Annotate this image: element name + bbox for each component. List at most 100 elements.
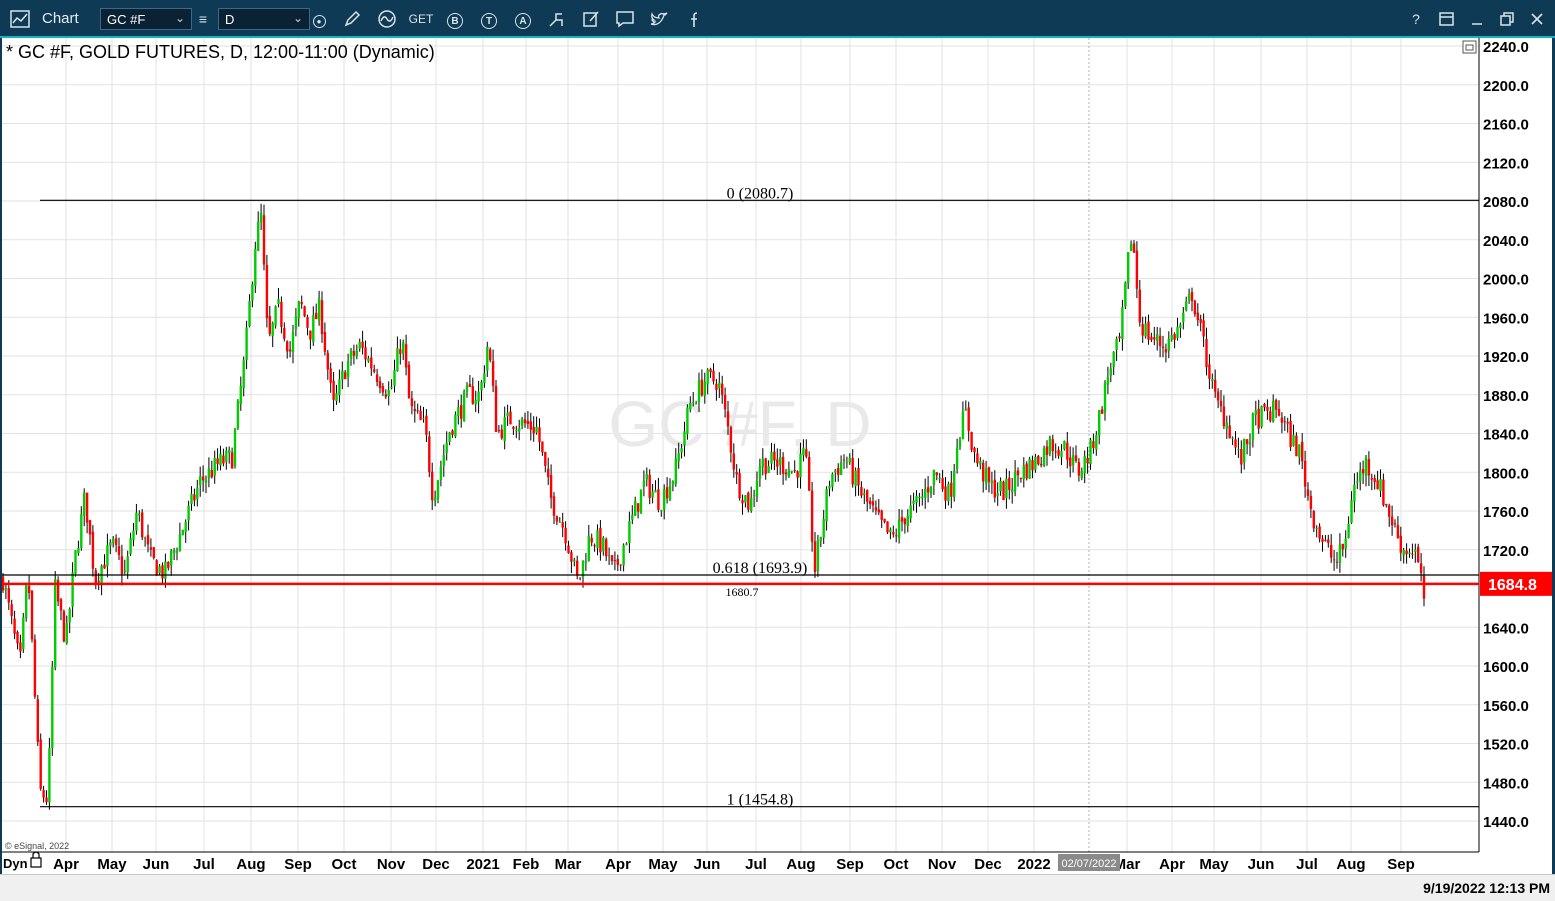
chart-app-icon xyxy=(10,10,30,28)
candle xyxy=(80,506,83,551)
price-chart[interactable]: GC #F, D 0 (2080.7) 0.618 (1693.9) 1 (1454… xyxy=(0,38,1555,874)
candle-body xyxy=(544,452,547,466)
chevron-down-icon[interactable]: ⌄ xyxy=(174,11,185,25)
candle-body xyxy=(245,327,248,361)
candle xyxy=(848,453,851,465)
candle-body xyxy=(62,611,66,642)
x-tick-label: Jul xyxy=(745,856,767,873)
candle xyxy=(1080,467,1083,481)
candle xyxy=(13,610,16,640)
x-tick-label: 2022 xyxy=(1017,856,1050,873)
t-circle-icon[interactable]: T xyxy=(478,9,500,29)
candle-body xyxy=(1132,243,1136,253)
help-icon[interactable]: ? xyxy=(1412,11,1420,27)
candle-body xyxy=(744,495,747,503)
candle xyxy=(288,341,292,358)
candle-body xyxy=(634,500,637,516)
candle-body xyxy=(445,442,448,454)
b-circle-icon[interactable]: B xyxy=(444,9,466,29)
candle-body xyxy=(1025,463,1028,479)
candle xyxy=(141,509,144,541)
share-icon[interactable] xyxy=(546,9,568,29)
candle-body xyxy=(193,494,196,501)
candle xyxy=(358,338,361,352)
chevron-down-icon[interactable]: ⌄ xyxy=(292,11,303,25)
candle-body xyxy=(845,462,849,464)
candle-body xyxy=(613,559,617,561)
chart-toolbar: Chart GC #F ⌄ ≡ D ⌄ ● GET B T A ? xyxy=(0,0,1555,38)
fib-label: 0.618 (1693.9) xyxy=(713,560,808,577)
candle xyxy=(1031,455,1034,479)
symbol-list-icon[interactable]: ≡ xyxy=(198,11,208,27)
candle-body xyxy=(802,447,805,456)
candle xyxy=(422,406,425,423)
candle-body xyxy=(225,450,228,462)
a-circle-icon[interactable]: A xyxy=(512,9,534,29)
minimize-icon[interactable] xyxy=(1466,9,1488,29)
facebook-icon[interactable] xyxy=(682,9,704,29)
candle-body xyxy=(700,379,704,396)
candle-body xyxy=(413,408,416,412)
candle xyxy=(271,321,274,348)
candle-body xyxy=(1008,477,1011,490)
candle-body xyxy=(1022,465,1025,480)
candle xyxy=(1112,351,1115,376)
candle xyxy=(462,389,466,422)
candle xyxy=(62,609,66,643)
candle xyxy=(1060,444,1063,466)
candle-body xyxy=(500,429,503,439)
candle-body xyxy=(48,747,51,803)
candle xyxy=(755,471,759,503)
candle-body xyxy=(831,473,834,487)
candle xyxy=(77,540,80,556)
candle xyxy=(950,471,953,509)
twitter-icon[interactable] xyxy=(648,9,670,29)
candle xyxy=(886,521,889,535)
candle xyxy=(790,470,793,474)
candle-body xyxy=(668,485,672,501)
candle-body xyxy=(1347,523,1350,539)
pencil-icon[interactable] xyxy=(341,9,363,29)
candle xyxy=(1167,331,1170,359)
close-icon[interactable] xyxy=(1526,9,1548,29)
candle-body xyxy=(616,558,619,565)
candle-body xyxy=(402,342,405,354)
window-icon[interactable] xyxy=(1436,9,1458,29)
candle-body xyxy=(747,492,750,510)
restore-icon[interactable] xyxy=(1496,9,1518,29)
candle xyxy=(329,362,332,393)
candle xyxy=(918,492,921,507)
candle xyxy=(172,547,176,561)
get-icon[interactable]: GET xyxy=(408,12,434,26)
candle xyxy=(1332,550,1336,571)
interval-input[interactable]: D ⌄ xyxy=(218,8,310,30)
candle xyxy=(1066,431,1069,469)
interval-settings-icon[interactable]: ● xyxy=(308,9,330,29)
candle xyxy=(851,449,854,488)
candle xyxy=(1422,566,1426,607)
candle xyxy=(112,535,115,548)
candle-body xyxy=(671,481,675,485)
candle-body xyxy=(1251,413,1255,441)
candle xyxy=(1263,402,1266,412)
x-tick-label: Apr xyxy=(1159,856,1185,873)
x-tick-label: Oct xyxy=(331,856,356,873)
candle xyxy=(990,471,994,495)
candle-body xyxy=(329,368,332,383)
comment-icon[interactable] xyxy=(614,9,636,29)
candle xyxy=(523,412,527,428)
candle xyxy=(419,405,422,421)
candle xyxy=(407,361,411,399)
candle xyxy=(776,448,779,475)
candle-body xyxy=(558,521,561,523)
wave-icon[interactable] xyxy=(376,9,398,29)
x-tick-label: Sep xyxy=(284,856,312,873)
candle xyxy=(268,305,271,337)
candle-body xyxy=(825,488,828,522)
edit-icon[interactable] xyxy=(580,9,602,29)
panel-restore-icon[interactable] xyxy=(1462,40,1477,54)
candle xyxy=(312,306,315,346)
symbol-input[interactable]: GC #F ⌄ xyxy=(100,8,192,30)
candle-body xyxy=(576,560,579,576)
candle-body xyxy=(750,497,753,511)
